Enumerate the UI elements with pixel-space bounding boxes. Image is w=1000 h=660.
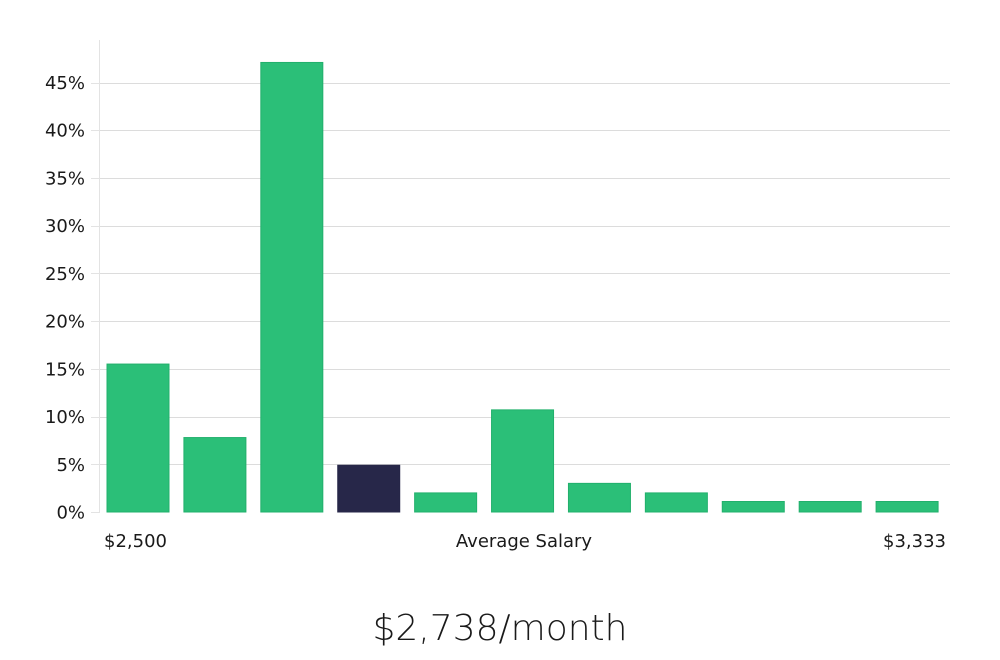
- bar: [721, 501, 785, 513]
- bar: [798, 501, 862, 513]
- bar-highlighted: [337, 464, 401, 513]
- y-tick-label: 25%: [45, 264, 85, 285]
- y-tick-label: 35%: [45, 168, 85, 189]
- bar: [875, 501, 939, 513]
- bar: [414, 492, 478, 513]
- y-tick-label: 15%: [45, 359, 85, 380]
- bar: [644, 492, 708, 513]
- y-tick-label: 45%: [45, 73, 85, 94]
- y-tick-label: 5%: [56, 455, 85, 476]
- x-axis-end-label: $3,333: [883, 531, 946, 552]
- salary-histogram: 0% 5% 10% 15% 20% 25% 30% 35% 40% 45% $2,500 Aver…: [45, 40, 950, 552]
- bar: [260, 61, 324, 513]
- y-tick-label: 40%: [45, 121, 85, 142]
- y-tick-label: 0%: [56, 503, 85, 524]
- y-axis-ticks: 0% 5% 10% 15% 20% 25% 30% 35% 40% 45%: [45, 73, 100, 524]
- bar: [491, 409, 555, 513]
- bar: [106, 363, 170, 513]
- bar: [183, 437, 247, 513]
- bar: [567, 482, 631, 513]
- bars: [106, 61, 939, 513]
- y-tick-label: 10%: [45, 407, 85, 428]
- average-salary-caption: $2,738/month: [372, 608, 628, 649]
- y-tick-label: 20%: [45, 312, 85, 333]
- gridlines: [100, 83, 950, 465]
- x-axis-start-label: $2,500: [104, 531, 167, 552]
- y-tick-label: 30%: [45, 216, 85, 237]
- x-axis-title: Average Salary: [456, 531, 593, 552]
